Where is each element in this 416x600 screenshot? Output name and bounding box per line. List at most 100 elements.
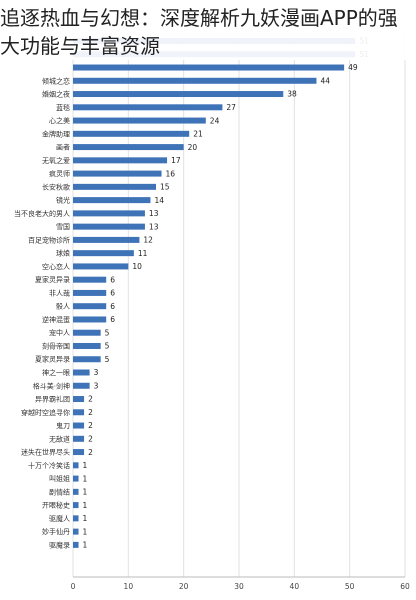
category-label: 妙手仙丹: [42, 527, 70, 536]
data-label: 1: [83, 474, 88, 483]
bar: [73, 64, 345, 71]
tick-label: 60: [400, 582, 410, 591]
data-label: 44: [320, 76, 330, 85]
bar: [73, 183, 156, 190]
category-label: 穿越时空追寻你: [21, 408, 70, 417]
data-label: 2: [88, 435, 93, 444]
bar: [73, 475, 79, 482]
category-label: 十万个冷笑话: [28, 461, 70, 470]
category-label: 疯灵师: [49, 169, 70, 178]
category-label: 刻骨帝国: [42, 341, 70, 350]
bar: [73, 409, 85, 416]
data-label: 1: [83, 527, 88, 536]
bar: [73, 276, 107, 283]
bar: [73, 541, 79, 548]
bar: [73, 104, 223, 111]
data-label: 17: [171, 156, 181, 165]
bar: [73, 316, 107, 323]
category-label: 镜光: [56, 196, 70, 205]
bar: [73, 369, 90, 376]
data-label: 2: [88, 408, 93, 417]
data-label: 24: [210, 116, 220, 125]
bar: [73, 210, 145, 217]
data-label: 1: [83, 501, 88, 510]
category-label: 剧情结: [49, 487, 70, 496]
data-label: 6: [110, 302, 115, 311]
category-label: 金牌助理: [42, 129, 70, 138]
category-label: 雪国: [56, 223, 70, 231]
category-label: 宠中人: [49, 328, 70, 337]
category-label: 神之一眼: [42, 368, 70, 377]
data-label: 6: [110, 275, 115, 284]
data-label: 6: [110, 289, 115, 298]
category-label: 倾城之恋: [42, 76, 70, 85]
bar: [73, 382, 90, 389]
bar: [73, 329, 101, 336]
tick-label: 20: [179, 582, 189, 591]
tick-label: 50: [345, 582, 355, 591]
data-label: 1: [83, 541, 88, 550]
category-label: 非人哉: [49, 288, 70, 297]
bar: [73, 356, 101, 363]
category-label: 骰人: [56, 303, 70, 311]
bar: [73, 289, 107, 296]
category-label: 无氧之爱: [42, 156, 70, 165]
bar: [73, 488, 79, 495]
category-label: 蓝毯: [56, 103, 70, 112]
data-label: 15: [160, 183, 170, 192]
bar: [73, 502, 79, 509]
category-label: 异界霸礼团: [35, 395, 70, 404]
bar: [73, 91, 284, 98]
bar: [73, 303, 107, 310]
data-label: 5: [105, 328, 110, 337]
category-label: 夏家灵异录: [35, 275, 70, 284]
bar: [73, 528, 79, 535]
data-label: 2: [88, 448, 93, 457]
bar: [73, 449, 85, 456]
data-label: 1: [83, 488, 88, 497]
bar: [73, 144, 184, 151]
category-label: 长安秋歌: [42, 182, 70, 191]
tick-label: 40: [290, 582, 300, 591]
bar: [73, 462, 79, 469]
bar: [73, 422, 85, 429]
category-label: 球娘: [56, 249, 70, 258]
bar: [73, 515, 79, 522]
category-label: 空心恋人: [42, 262, 70, 271]
bar: [73, 236, 140, 243]
page-title: 追逐热血与幻想：深度解析九妖漫画APP的强大功能与丰富资源: [0, 4, 416, 60]
category-label: 当不良老大的男人: [14, 209, 70, 218]
category-label: 鬼刀: [56, 421, 70, 430]
data-label: 6: [110, 315, 115, 324]
category-label: 画者: [56, 144, 70, 152]
data-label: 3: [94, 368, 99, 377]
data-label: 38: [287, 90, 297, 99]
bar: [73, 117, 206, 124]
data-label: 12: [143, 236, 153, 245]
category-label: 逆神混蛋: [42, 315, 70, 324]
data-label: 14: [154, 196, 164, 205]
data-label: 1: [83, 461, 88, 470]
data-label: 49: [348, 63, 358, 72]
category-label: 驱魔录: [49, 540, 70, 549]
bar: [73, 435, 85, 442]
data-label: 2: [88, 421, 93, 430]
data-label: 3: [94, 381, 99, 390]
category-label: 百足宠物诊所: [28, 235, 70, 244]
category-label: 开眼秘史: [42, 501, 70, 510]
bar: [73, 223, 145, 230]
data-label: 10: [132, 262, 142, 271]
data-label: 2: [88, 395, 93, 404]
data-label: 5: [105, 355, 110, 364]
bar: [73, 342, 101, 349]
bar: [73, 396, 85, 403]
data-label: 5: [105, 342, 110, 351]
bar: [73, 263, 129, 270]
category-label: 婚姻之夜: [42, 90, 70, 99]
data-label: 11: [138, 249, 148, 258]
tick-label: 10: [124, 582, 134, 591]
category-label: 迷失在世界尽头: [21, 448, 70, 457]
category-label: 驱魔人: [49, 514, 70, 523]
bar: [73, 170, 162, 177]
